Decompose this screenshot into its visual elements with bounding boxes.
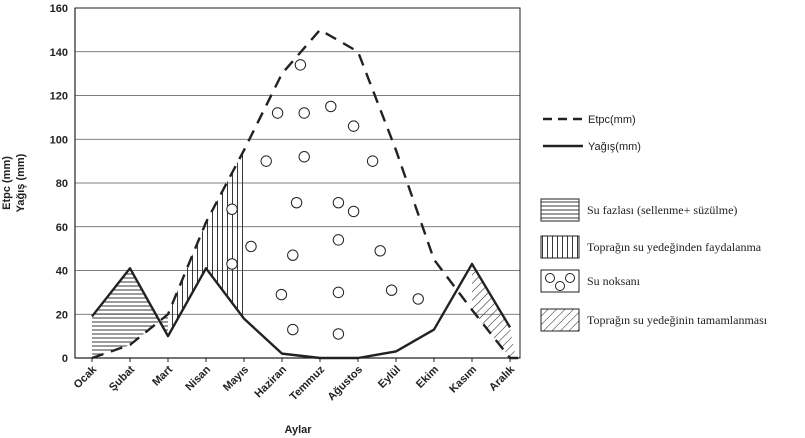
legend-deficit-circle: [555, 281, 565, 291]
y-tick-label: 120: [50, 91, 68, 103]
deficit-circle: [294, 59, 307, 71]
deficit-circle: [374, 245, 386, 257]
y-tick-label: 40: [56, 266, 68, 278]
legend-deficit-label: Su noksanı: [587, 274, 641, 288]
y-tick-label: 0: [62, 353, 68, 365]
deficit-circle: [287, 323, 299, 336]
deficit-circle: [332, 286, 345, 299]
deficit-circle: [332, 234, 345, 246]
legend-yagis-label: Yağış(mm): [588, 141, 641, 153]
deficit-circle: [347, 205, 360, 218]
x-tick-label: Aralık: [487, 363, 518, 394]
x-tick-label: Ekim: [414, 363, 441, 390]
x-tick-label: Mart: [150, 363, 175, 388]
deficit-circle: [366, 155, 379, 167]
deficit-circle: [226, 203, 238, 215]
deficit-circles: [226, 59, 424, 340]
deficit-circle: [298, 107, 310, 119]
legend-utilization-swatch: [540, 235, 580, 259]
deficit-circle: [271, 107, 284, 119]
y-tick-label: 160: [50, 3, 68, 15]
etpc-line: [91, 28, 518, 360]
y-axis-title-line2: Yağış (mm): [15, 153, 27, 212]
region-fills: [92, 150, 516, 358]
x-tick-label: Kasım: [447, 363, 479, 395]
legend-recharge-label: Toprağın su yedeğinin tamamlanması: [587, 313, 768, 327]
x-tick-label: Şubat: [107, 363, 137, 393]
x-tick-label: Ağustos: [326, 364, 366, 404]
legend-surplus-swatch: [540, 198, 580, 222]
region-fill: [130, 268, 160, 345]
region-fill: [206, 150, 244, 319]
legend-surplus-label: Su fazlası (sellenme+ süzülme): [587, 203, 737, 217]
yagis-line: [91, 262, 512, 360]
deficit-circle: [298, 151, 310, 163]
legend-deficit-circle: [565, 273, 575, 283]
x-axis-title: Aylar: [284, 424, 312, 436]
x-tick-label: Eylül: [376, 364, 403, 391]
y-tick-label: 140: [50, 47, 68, 59]
legend-deficit-circle: [545, 273, 555, 283]
deficit-circle: [245, 240, 257, 253]
y-tick-labels: 0 20 40 60 80 100 120 140 160: [50, 3, 68, 365]
legend-recharge-swatch: [540, 308, 580, 332]
deficit-circle: [226, 258, 238, 270]
y-tick-label: 20: [56, 309, 68, 321]
y-tick-label: 80: [56, 178, 68, 190]
series-lines: [91, 28, 518, 360]
deficit-circle: [325, 100, 337, 113]
region-fill: [472, 263, 510, 358]
x-tick-label: Nisan: [183, 363, 213, 393]
deficit-circle: [347, 120, 360, 132]
region-fill: [168, 222, 206, 337]
x-tick-label: Temmuz: [288, 363, 328, 403]
deficit-circle: [290, 196, 303, 209]
legend-etpc-label: Etpc(mm): [588, 114, 636, 126]
y-tick-label: 60: [56, 222, 68, 234]
deficit-circle: [332, 196, 345, 209]
y-axis-title-line1: Etpc (mm): [1, 156, 13, 210]
deficit-circle: [332, 328, 345, 340]
region-fill: [510, 327, 516, 358]
x-tick-label: Mayıs: [221, 364, 251, 394]
legend-utilization-label: Toprağın su yedeğinden faydalanma: [587, 240, 762, 254]
legend: Etpc(mm) Yağış(mm) Su fazlası (sellenme+…: [540, 114, 768, 332]
deficit-circle: [385, 284, 398, 296]
axes: [74, 7, 521, 362]
deficit-circle: [287, 249, 299, 261]
region-fill: [92, 268, 130, 358]
deficit-circle: [275, 288, 288, 301]
x-tick-label: Haziran: [253, 363, 290, 400]
x-tick-labels: Ocak Şubat Mart Nisan Mayıs HaziranTemmuzAğus…: [72, 363, 518, 403]
y-tick-label: 100: [50, 134, 68, 146]
deficit-circle: [412, 293, 424, 305]
deficit-circle: [260, 155, 272, 167]
x-tick-label: Ocak: [72, 363, 100, 391]
